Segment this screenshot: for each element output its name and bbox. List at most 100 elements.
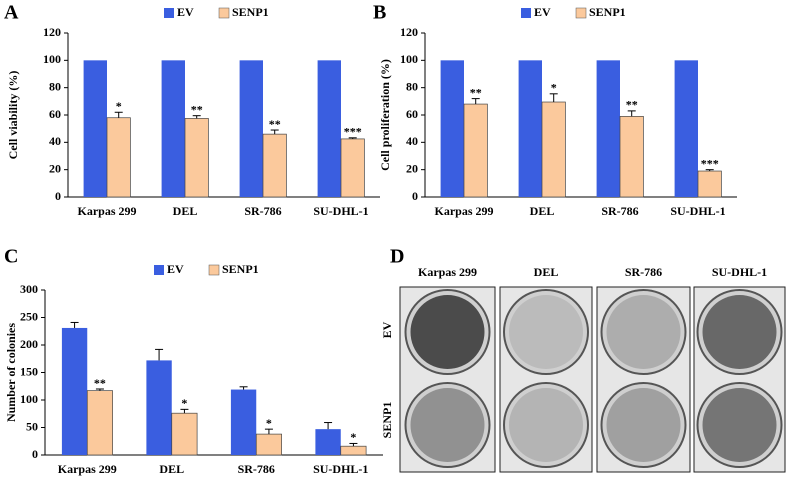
error-bar bbox=[95, 388, 104, 391]
significance: ** bbox=[191, 102, 203, 116]
well bbox=[606, 388, 681, 462]
bar bbox=[146, 360, 172, 455]
bar bbox=[255, 433, 282, 456]
significance: ** bbox=[94, 376, 106, 390]
bar bbox=[518, 60, 542, 198]
error-bar bbox=[264, 428, 273, 435]
column-label: Karpas 299 bbox=[418, 265, 477, 279]
error-bar bbox=[239, 386, 248, 390]
error-bar bbox=[192, 115, 201, 119]
y-tick-label: 60 bbox=[49, 107, 61, 121]
legend-swatch bbox=[218, 7, 230, 19]
x-tick-label: SR-786 bbox=[244, 204, 281, 218]
bar bbox=[463, 103, 488, 198]
bar bbox=[596, 60, 620, 198]
legend-swatch bbox=[521, 8, 531, 18]
y-tick-label: 0 bbox=[32, 447, 38, 461]
x-tick-label: Karpas 299 bbox=[58, 462, 117, 476]
significance: * bbox=[181, 396, 187, 410]
well bbox=[702, 388, 777, 462]
significance: ** bbox=[269, 117, 281, 131]
well bbox=[509, 295, 583, 369]
error-bar bbox=[155, 348, 164, 361]
well bbox=[702, 295, 777, 369]
panel-label: A bbox=[4, 2, 19, 24]
panel-label: C bbox=[4, 246, 18, 268]
y-tick-label: 80 bbox=[406, 79, 418, 93]
bar bbox=[440, 60, 464, 198]
x-tick-label: SU-DHL-1 bbox=[313, 204, 368, 218]
y-tick-label: 20 bbox=[49, 161, 61, 175]
significance: *** bbox=[701, 156, 719, 170]
legend-label: SENP1 bbox=[232, 5, 269, 19]
x-tick-label: SR-786 bbox=[238, 462, 275, 476]
error-bar bbox=[70, 321, 79, 328]
panel-label: B bbox=[373, 2, 386, 24]
bar bbox=[674, 60, 698, 198]
legend-swatch bbox=[575, 7, 587, 19]
well bbox=[606, 295, 681, 369]
error-bar bbox=[324, 422, 333, 430]
significance: ** bbox=[470, 85, 482, 99]
bar bbox=[340, 138, 365, 198]
y-tick-label: 100 bbox=[43, 52, 61, 66]
legend-label: EV bbox=[177, 5, 194, 19]
y-tick-label: 100 bbox=[20, 392, 38, 406]
significance: * bbox=[551, 81, 557, 95]
error-bar bbox=[348, 137, 357, 139]
y-tick-label: 50 bbox=[26, 419, 38, 433]
y-tick-label: 0 bbox=[55, 189, 61, 203]
column-label: SR-786 bbox=[625, 265, 662, 279]
legend-label: SENP1 bbox=[222, 262, 259, 276]
x-tick-label: DEL bbox=[530, 204, 555, 218]
y-tick-label: 60 bbox=[406, 107, 418, 121]
well bbox=[509, 388, 583, 462]
x-tick-label: SR-786 bbox=[601, 204, 638, 218]
well bbox=[410, 388, 485, 462]
bar bbox=[230, 389, 257, 455]
y-axis-label: Cell viability (%) bbox=[6, 71, 20, 160]
legend-label: SENP1 bbox=[589, 5, 626, 19]
y-tick-label: 0 bbox=[412, 189, 418, 203]
bar bbox=[697, 170, 722, 198]
x-tick-label: Karpas 299 bbox=[434, 204, 493, 218]
bar bbox=[315, 429, 341, 455]
bar bbox=[317, 60, 341, 198]
significance: * bbox=[116, 99, 122, 113]
legend-label: EV bbox=[534, 5, 551, 19]
legend-label: EV bbox=[167, 262, 184, 276]
y-tick-label: 150 bbox=[20, 364, 38, 378]
column-label: SU-DHL-1 bbox=[712, 265, 767, 279]
error-bar bbox=[114, 111, 123, 118]
bar bbox=[262, 133, 287, 198]
significance: ** bbox=[626, 98, 638, 112]
y-axis-label: Number of colonies bbox=[4, 323, 18, 422]
panel-label: D bbox=[390, 246, 404, 268]
y-tick-label: 200 bbox=[20, 337, 38, 351]
bar bbox=[86, 390, 113, 456]
bar bbox=[340, 445, 367, 456]
well bbox=[410, 295, 485, 369]
y-axis-label: Cell proliferation (%) bbox=[378, 59, 392, 171]
significance: * bbox=[350, 430, 356, 444]
y-tick-label: 300 bbox=[20, 282, 38, 296]
bar bbox=[184, 118, 209, 198]
significance: *** bbox=[344, 125, 362, 139]
x-tick-label: Karpas 299 bbox=[77, 204, 136, 218]
error-bar bbox=[705, 169, 714, 172]
error-bar bbox=[549, 93, 558, 103]
legend-swatch bbox=[164, 8, 174, 18]
error-bar bbox=[180, 408, 189, 414]
y-tick-label: 40 bbox=[49, 134, 61, 148]
y-tick-label: 40 bbox=[406, 134, 418, 148]
bar bbox=[161, 60, 185, 198]
bar bbox=[171, 412, 198, 456]
x-tick-label: DEL bbox=[159, 462, 184, 476]
error-bar bbox=[627, 110, 636, 117]
y-tick-label: 100 bbox=[400, 52, 418, 66]
row-label: EV bbox=[380, 321, 394, 338]
bar bbox=[619, 116, 644, 198]
error-bar bbox=[471, 98, 480, 105]
row-label: SENP1 bbox=[380, 402, 394, 439]
